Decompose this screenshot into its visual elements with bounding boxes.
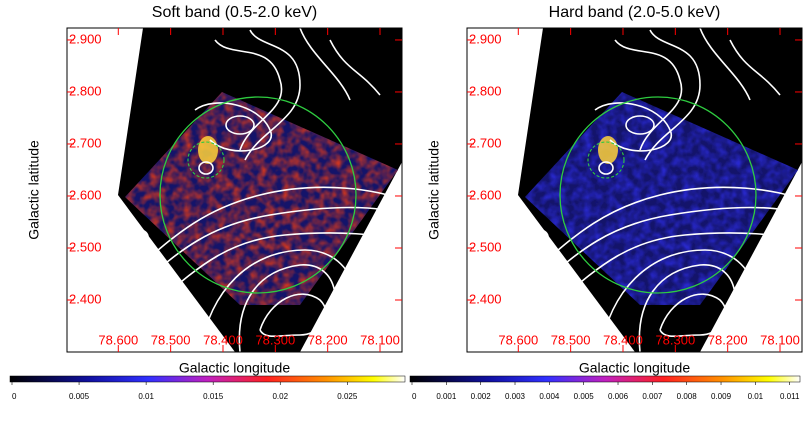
contour (539, 206, 802, 286)
colorbar-tick-label: 0.01 (748, 392, 764, 401)
x-axis-label: Galactic longitude (579, 360, 691, 376)
contour (238, 264, 337, 352)
emission (125, 92, 398, 305)
image-layer (518, 28, 802, 352)
source-region (187, 141, 225, 179)
contour (638, 264, 737, 352)
x-tick-label: 78.100 (760, 332, 800, 347)
contour (299, 28, 381, 101)
bright-spot (198, 136, 218, 164)
sky-image (518, 28, 802, 352)
contour (614, 39, 683, 151)
x-tick-label: 78.100 (360, 332, 400, 347)
colorbar-tick-label: 0.004 (539, 392, 560, 401)
x-tick-label: 78.200 (308, 332, 348, 347)
y-tick-label: 2.700 (69, 135, 102, 150)
contour (599, 249, 761, 352)
colorbar-tick-label: 0.005 (574, 392, 595, 401)
contour (644, 29, 701, 161)
bright-spot (598, 136, 618, 164)
contour (259, 293, 327, 338)
colorbar-tick-label: 0.025 (337, 392, 358, 401)
x-tick-label: 78.500 (551, 332, 591, 347)
x-tick-label: 78.400 (603, 332, 643, 347)
plot-frame (66, 27, 403, 353)
colorbar-tick-label: 0.011 (780, 392, 800, 401)
contour (194, 102, 273, 152)
y-tick-label: 2.800 (69, 83, 102, 98)
emission (525, 92, 798, 305)
x-tick-label: 78.300 (255, 332, 295, 347)
contour (559, 232, 802, 301)
plot-frame (466, 27, 803, 353)
colorbar-tick-label: 0.002 (471, 392, 492, 401)
contour (659, 293, 727, 338)
x-tick-label: 78.300 (655, 332, 695, 347)
y-tick-label: 2.700 (469, 135, 502, 150)
colorbar-tick-label: 0.01 (138, 392, 154, 401)
y-axis-label: Galactic latitude (426, 140, 442, 240)
contour (199, 249, 361, 352)
contour (134, 186, 402, 271)
region-circle (559, 96, 757, 294)
contour (534, 186, 802, 271)
contour (131, 229, 149, 245)
y-tick-label: 2.500 (469, 239, 502, 254)
x-tick-label: 78.600 (498, 332, 538, 347)
y-tick-label: 2.500 (69, 239, 102, 254)
x-tick-label: 78.400 (203, 332, 243, 347)
contour (159, 232, 402, 301)
sky-image (118, 28, 402, 352)
colorbar-tick-label: 0 (12, 392, 17, 401)
x-tick-label: 78.500 (151, 332, 191, 347)
colorbar (409, 375, 801, 383)
colorbar-tick-label: 0.02 (272, 392, 288, 401)
colorbar-tick-label: 0.008 (677, 392, 698, 401)
y-tick-label: 2.400 (69, 291, 102, 306)
colorbar-tick-label: 0.001 (436, 392, 457, 401)
colorbar-tick-label: 0 (412, 392, 417, 401)
y-tick-label: 2.900 (69, 31, 102, 46)
y-tick-label: 2.600 (469, 187, 502, 202)
colorbar-tick-label: 0.006 (608, 392, 629, 401)
y-tick-label: 2.400 (469, 291, 502, 306)
colorbar (9, 375, 406, 383)
contour (594, 102, 673, 152)
colorbar-tick-label: 0.003 (505, 392, 526, 401)
contour (625, 115, 655, 135)
panel-title: Soft band (0.5-2.0 keV) (152, 4, 317, 21)
contour (225, 115, 255, 135)
image-layer (118, 28, 402, 352)
region-circle (159, 96, 357, 294)
contour (598, 161, 614, 175)
colorbar-tick-label: 0.005 (69, 392, 90, 401)
source-region (587, 141, 625, 179)
contour (198, 161, 214, 175)
x-tick-label: 78.600 (98, 332, 138, 347)
y-tick-label: 2.900 (469, 31, 502, 46)
colorbar-tick-label: 0.015 (203, 392, 224, 401)
y-tick-label: 2.800 (469, 83, 502, 98)
colorbar-tick-label: 0.007 (642, 392, 663, 401)
contour (531, 229, 549, 245)
contour (214, 39, 283, 151)
y-tick-label: 2.600 (69, 187, 102, 202)
colorbar-tick-label: 0.009 (711, 392, 732, 401)
x-tick-label: 78.200 (708, 332, 748, 347)
x-axis-label: Galactic longitude (179, 360, 291, 376)
contour (699, 28, 781, 101)
contour (139, 206, 402, 286)
y-axis-label: Galactic latitude (26, 140, 42, 240)
panel-title: Hard band (2.0-5.0 keV) (549, 4, 721, 21)
contour (244, 29, 301, 161)
